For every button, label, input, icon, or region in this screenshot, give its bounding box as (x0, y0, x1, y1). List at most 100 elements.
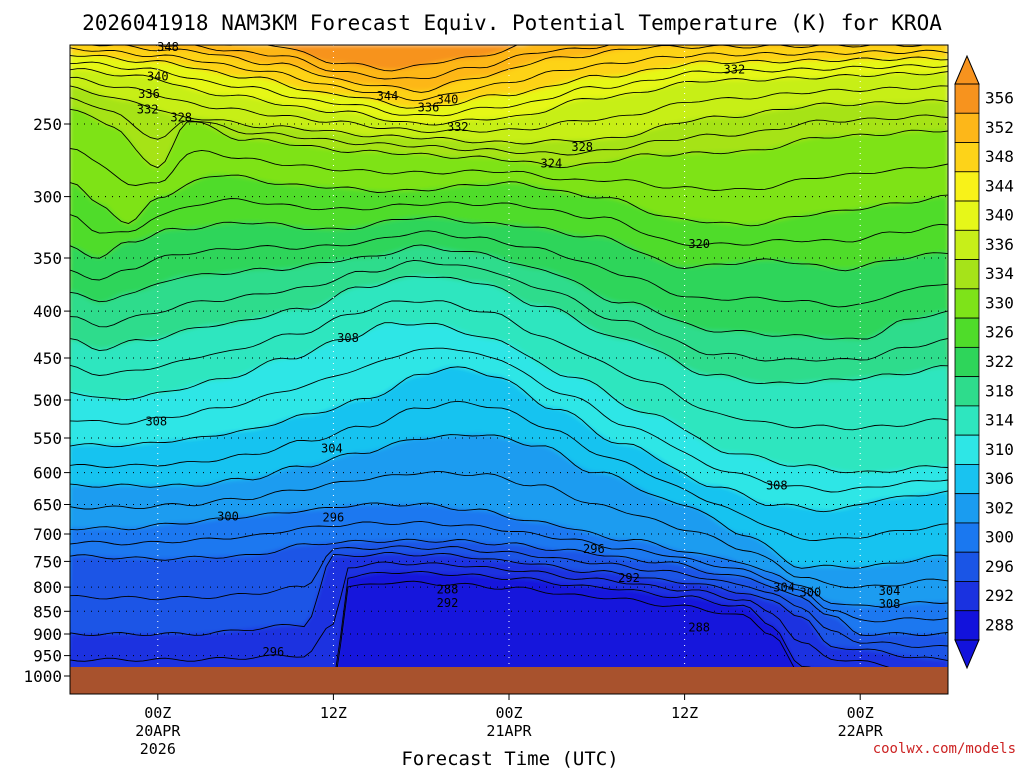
contour-line (70, 85, 948, 145)
contour-line (70, 434, 948, 569)
x-tick-label: 12Z (320, 704, 347, 722)
colorbar-label: 334 (985, 264, 1014, 283)
contour-line (70, 545, 948, 648)
colorbar-bottom-arrow (954, 639, 980, 670)
y-tick-label: 700 (33, 525, 62, 544)
contour-line (70, 174, 948, 227)
contour-line (70, 54, 948, 109)
contour-line (70, 47, 948, 102)
colorbar-swatch (954, 142, 980, 173)
x-tick-label: 00Z (495, 704, 522, 722)
colorbar-label: 330 (985, 294, 1014, 313)
contour-line (70, 561, 890, 667)
credit-text: coolwx.com/models (873, 741, 1016, 757)
y-tick-label: 950 (33, 647, 62, 666)
contour-label: 308 (879, 597, 901, 611)
contour-line (70, 275, 948, 385)
y-tick-label: 350 (33, 249, 62, 268)
contour-label: 332 (724, 63, 746, 77)
contour-label: 296 (323, 511, 345, 525)
colorbar-label: 292 (985, 586, 1014, 605)
y-tick-label: 550 (33, 429, 62, 448)
contour-line (70, 108, 948, 169)
y-tick-label: 250 (33, 115, 62, 134)
contour-label: 344 (377, 89, 399, 103)
contour-label: 288 (437, 583, 459, 597)
contour-label: 308 (145, 415, 167, 429)
y-tick-label: 650 (33, 496, 62, 515)
y-tick-label: 300 (33, 188, 62, 207)
colorbar-swatch (954, 610, 980, 641)
colorbar-swatch (954, 112, 980, 143)
contour-line (70, 68, 948, 126)
plot-area (70, 45, 948, 667)
colorbar-swatch (954, 405, 980, 436)
contour-line (70, 61, 948, 117)
y-tick-label: 500 (33, 391, 62, 410)
contour-label: 304 (321, 442, 343, 456)
contour-line (70, 259, 948, 362)
ground-below-surface (70, 667, 948, 694)
colorbar-label: 300 (985, 528, 1014, 547)
colorbar-label: 314 (985, 411, 1014, 430)
contour-label: 324 (541, 156, 563, 170)
x-tick-sublabel: 21APR (486, 722, 532, 740)
colorbar-label: 296 (985, 557, 1014, 576)
x-tick-label: 00Z (847, 704, 874, 722)
contour-label: 340 (437, 92, 459, 106)
contour-label: 328 (571, 140, 593, 154)
contour-label: 304 (879, 584, 901, 598)
y-tick-label: 400 (33, 302, 62, 321)
colorbar-label: 340 (985, 206, 1014, 225)
colorbar-swatch (954, 171, 980, 202)
colorbar-label: 352 (985, 118, 1014, 137)
contour-label: 336 (138, 87, 160, 101)
contour-label: 340 (147, 70, 169, 84)
contour-label: 296 (263, 645, 285, 659)
contour-label: 308 (337, 331, 359, 345)
colorbar-top-arrow (954, 54, 980, 85)
contour-line (70, 470, 948, 589)
colorbar-swatch (954, 200, 980, 231)
contour-label: 332 (447, 120, 469, 134)
contour-line (70, 502, 948, 608)
colorbar-label: 348 (985, 147, 1014, 166)
colorbar-swatch (954, 376, 980, 407)
contour-line (221, 45, 519, 72)
contour-line (70, 244, 948, 340)
contour-label: 336 (418, 101, 440, 115)
colorbar-swatch (954, 259, 980, 290)
colorbar: 356 352 348 344 340 336 334 330 326 322 318 314 310 3… (954, 54, 1014, 670)
colorbar-label: 306 (985, 469, 1014, 488)
y-tick-label: 1000 (23, 667, 62, 686)
contour-label: 348 (157, 40, 179, 54)
contour-label: 320 (688, 237, 710, 251)
y-tick-label: 850 (33, 602, 62, 621)
colorbar-swatch (954, 288, 980, 319)
contour-line (70, 97, 948, 156)
contour-label: 308 (766, 479, 788, 493)
contour-line (70, 400, 948, 541)
colorbar-label: 310 (985, 440, 1014, 459)
contour-label: 292 (437, 596, 459, 610)
colorbar-label: 318 (985, 381, 1014, 400)
contour-line (70, 198, 948, 247)
colorbar-swatch (954, 229, 980, 260)
contour-label: 304 (773, 581, 795, 595)
contour-label: 288 (688, 620, 710, 634)
y-tick-label: 900 (33, 625, 62, 644)
colorbar-swatch (954, 317, 980, 348)
contour-line (70, 300, 948, 431)
contour-line (70, 366, 948, 513)
colorbar-swatch (954, 83, 980, 114)
x-tick-sublabel: 20APR (135, 722, 181, 740)
contour-line (70, 347, 948, 493)
colorbar-swatch (954, 522, 980, 553)
colorbar-label: 302 (985, 498, 1014, 517)
x-tick-sublabel: 2026 (140, 740, 176, 758)
contour-line (153, 45, 611, 80)
y-tick-label: 750 (33, 552, 62, 571)
